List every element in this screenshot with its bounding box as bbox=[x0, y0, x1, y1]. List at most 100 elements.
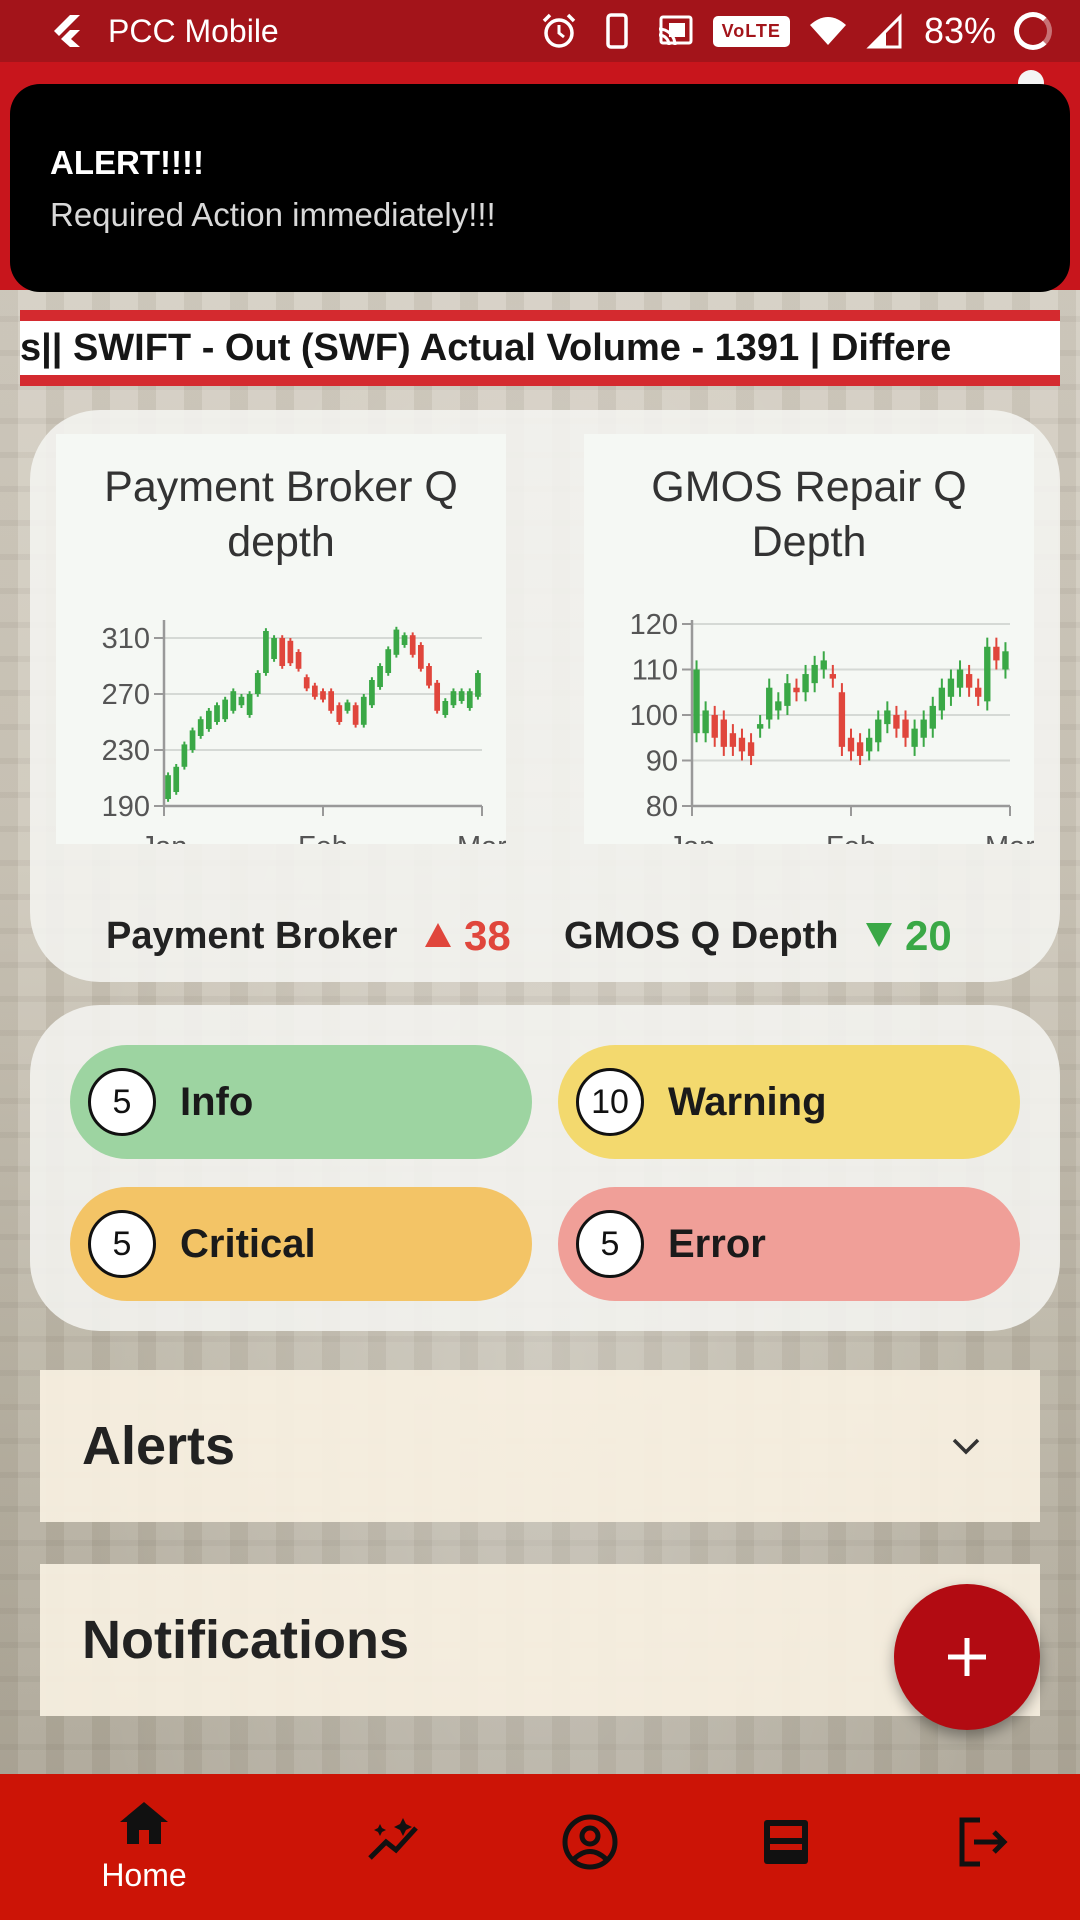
candle-body bbox=[829, 674, 837, 679]
candle-body bbox=[993, 646, 1000, 661]
y-tick-label: 270 bbox=[102, 679, 150, 711]
candle-body bbox=[417, 645, 424, 669]
nav-logout[interactable] bbox=[922, 1812, 1042, 1877]
candle-body bbox=[720, 719, 727, 747]
candle-body bbox=[747, 742, 755, 756]
battery-percent: 83% bbox=[923, 10, 996, 51]
nav-home[interactable]: Home bbox=[84, 1798, 204, 1894]
gmos-repair-chart[interactable]: GMOS Repair Q Depth 80 90 100 110 120 Jan Feb M… bbox=[584, 434, 1034, 844]
candle-body bbox=[263, 631, 269, 673]
candle-body bbox=[352, 705, 359, 725]
y-tick-label: 90 bbox=[646, 746, 678, 778]
add-button[interactable] bbox=[894, 1584, 1040, 1730]
x-tick-label: Mar bbox=[457, 831, 506, 844]
status-bar: PCC Mobile VoLTE 83% bbox=[0, 0, 1080, 62]
candle-body bbox=[360, 696, 367, 725]
candle-body bbox=[458, 691, 465, 701]
x-tick-label: Feb bbox=[298, 831, 348, 844]
y-tick-label: 100 bbox=[630, 700, 678, 732]
candle-body bbox=[784, 683, 791, 706]
gmos-summary-label: GMOS Q Depth bbox=[564, 914, 839, 957]
arrow-down-icon bbox=[866, 923, 893, 947]
candle-body bbox=[450, 691, 457, 706]
y-tick-label: 310 bbox=[102, 623, 150, 655]
flutter-app-icon bbox=[54, 15, 80, 47]
gmos-candlestick-svg: 80 90 100 110 120 Jan Feb Mar bbox=[630, 609, 1034, 844]
candle-body bbox=[475, 673, 481, 697]
candle-body bbox=[911, 728, 918, 747]
toast-title: ALERT!!!! bbox=[50, 144, 204, 181]
candle-body bbox=[295, 652, 302, 669]
gmos-chart-title: GMOS Repair Q Depth bbox=[584, 460, 1034, 570]
home-icon bbox=[120, 1802, 168, 1844]
cast-icon bbox=[658, 15, 693, 46]
insights-icon bbox=[368, 1818, 418, 1860]
warning-label: Warning bbox=[668, 1079, 827, 1124]
candle-body bbox=[929, 705, 936, 729]
candle-body bbox=[466, 691, 473, 708]
candle-body bbox=[875, 719, 882, 743]
error-count: 5 bbox=[576, 1210, 644, 1278]
bottom-navigation: Home bbox=[0, 1774, 1080, 1920]
alerts-accordion[interactable]: Alerts bbox=[40, 1370, 1040, 1522]
status-icons: VoLTE 83% bbox=[539, 10, 1052, 52]
chart-card: Payment Broker Q depth 190 230 270 310 Jan Fe… bbox=[30, 410, 1060, 982]
payment-candlestick-svg: 190 230 270 310 Jan Feb Mar bbox=[102, 620, 506, 844]
nav-account[interactable] bbox=[530, 1812, 650, 1877]
x-tick-label: Feb bbox=[826, 831, 876, 844]
notifications-accordion[interactable]: Notifications bbox=[40, 1564, 1040, 1716]
candle-body bbox=[838, 692, 846, 747]
toast-message: Required Action immediately!!! bbox=[50, 196, 496, 233]
chevron-down-icon[interactable] bbox=[948, 1428, 984, 1464]
candle-body bbox=[328, 691, 335, 711]
candle-body bbox=[279, 638, 286, 666]
battery-icon bbox=[1014, 12, 1052, 50]
candle-body bbox=[197, 719, 204, 736]
alerts-title: Alerts bbox=[82, 1416, 236, 1476]
account-circle-icon bbox=[562, 1814, 618, 1870]
candle-body bbox=[802, 674, 809, 693]
candle-body bbox=[385, 649, 392, 673]
critical-count: 5 bbox=[88, 1210, 156, 1278]
y-tick-label: 80 bbox=[646, 791, 678, 823]
phone-icon bbox=[605, 13, 628, 49]
candle-body bbox=[173, 766, 180, 792]
info-pill[interactable]: 5 Info bbox=[70, 1045, 532, 1159]
candle-body bbox=[254, 673, 261, 694]
candle-body bbox=[984, 646, 991, 702]
candle-body bbox=[344, 702, 351, 711]
candle-body bbox=[230, 691, 237, 711]
candle-body bbox=[246, 694, 253, 715]
error-pill[interactable]: 5 Error bbox=[558, 1187, 1020, 1301]
candle-body bbox=[756, 724, 764, 729]
y-tick-label: 110 bbox=[632, 655, 678, 687]
candle-body bbox=[702, 710, 709, 734]
candle-body bbox=[401, 635, 408, 645]
volte-badge: VoLTE bbox=[712, 15, 790, 47]
candle-body bbox=[377, 666, 383, 687]
status-count-card: 5 Info 10 Warning 5 Critical 5 Error bbox=[30, 1005, 1060, 1331]
alert-toast[interactable]: ALERT!!!! Required Action immediately!!! bbox=[10, 84, 1070, 292]
candle-body bbox=[947, 678, 955, 697]
signal-icon bbox=[866, 13, 902, 49]
warning-pill[interactable]: 10 Warning bbox=[558, 1045, 1020, 1159]
candle-body bbox=[442, 701, 449, 715]
payment-broker-chart[interactable]: Payment Broker Q depth 190 230 270 310 Jan Fe… bbox=[56, 434, 506, 844]
candle-body bbox=[287, 640, 294, 664]
gmos-summary-change: 20 bbox=[864, 912, 952, 960]
nav-insights[interactable] bbox=[334, 1816, 454, 1871]
candle-body bbox=[369, 680, 375, 706]
candle-body bbox=[856, 742, 864, 756]
error-label: Error bbox=[668, 1221, 766, 1266]
critical-pill[interactable]: 5 Critical bbox=[70, 1187, 532, 1301]
nav-inbox[interactable] bbox=[726, 1812, 846, 1877]
x-tick-label: Jan bbox=[669, 831, 716, 844]
candle-body bbox=[311, 685, 318, 697]
candle-body bbox=[205, 710, 212, 729]
candle-body bbox=[793, 687, 800, 693]
candle-body bbox=[775, 701, 782, 711]
logout-icon bbox=[959, 1817, 1008, 1867]
info-count: 5 bbox=[88, 1068, 156, 1136]
wifi-icon bbox=[809, 17, 846, 45]
candle-body bbox=[222, 699, 229, 720]
